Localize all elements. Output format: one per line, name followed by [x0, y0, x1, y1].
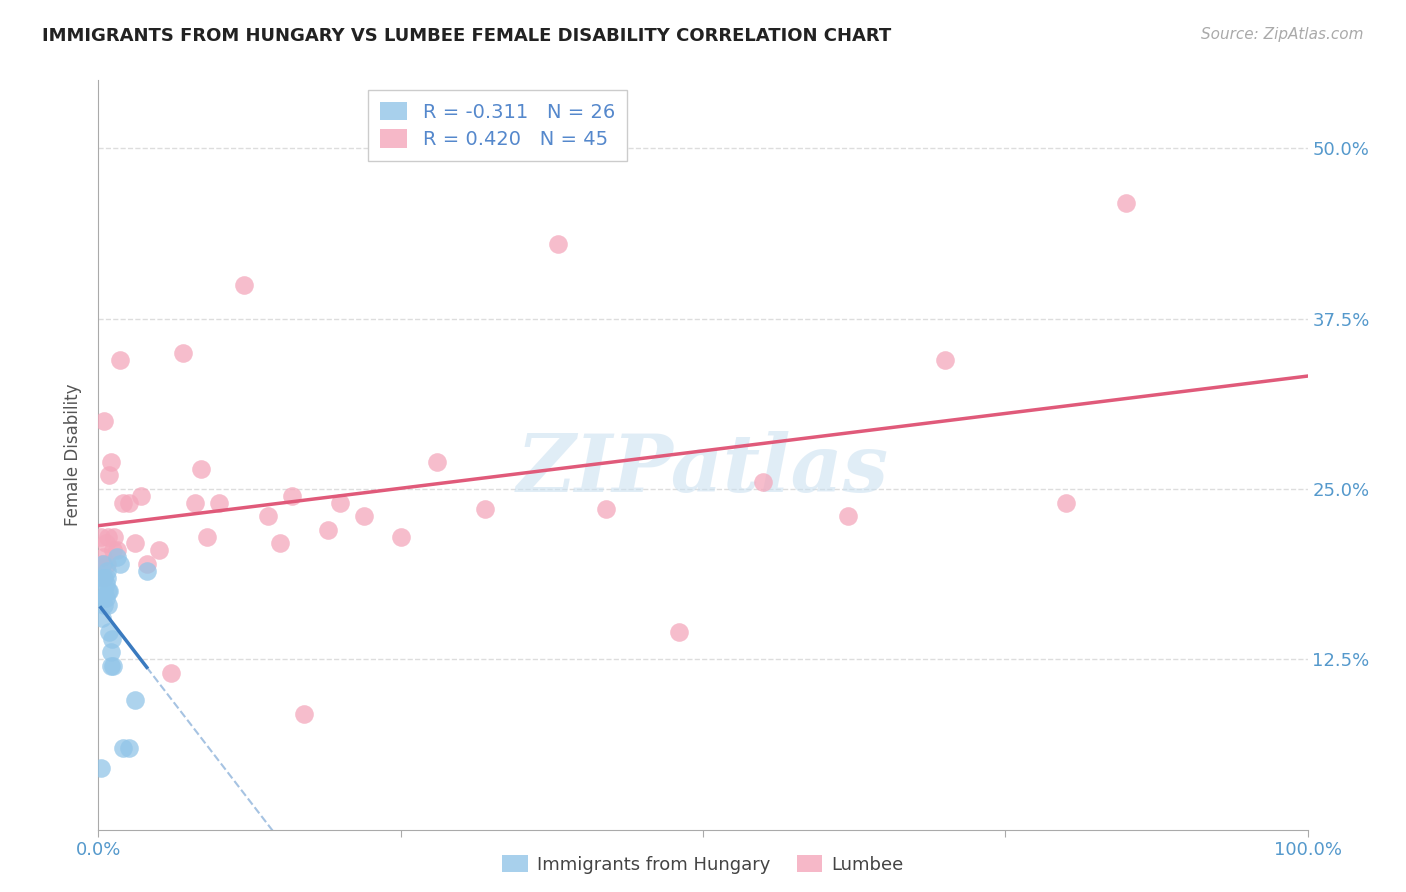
Point [96, 570, 118, 584]
Point [353, 509, 375, 524]
Point [93, 598, 115, 612]
Point [208, 495, 231, 509]
Point [90, 761, 112, 775]
Point [105, 543, 128, 558]
Point [292, 706, 315, 721]
Point [426, 455, 449, 469]
Point [474, 502, 496, 516]
Point [118, 495, 141, 509]
Point [389, 530, 412, 544]
Legend: R = -0.311   N = 26, R = 0.420   N = 45: R = -0.311 N = 26, R = 0.420 N = 45 [368, 90, 627, 161]
Point [190, 461, 212, 475]
Point [93, 570, 115, 584]
Point [91, 611, 114, 625]
Point [101, 659, 124, 673]
Point [98, 625, 121, 640]
Point [91, 550, 114, 565]
Point [269, 536, 291, 550]
Text: ZIPatlas: ZIPatlas [517, 431, 889, 508]
Point [91, 557, 114, 571]
Point [108, 557, 131, 571]
Y-axis label: Female Disability: Female Disability [65, 384, 83, 526]
Point [135, 564, 157, 578]
Point [98, 468, 121, 483]
Point [129, 489, 152, 503]
Point [124, 536, 146, 550]
Legend: Immigrants from Hungary, Lumbee: Immigrants from Hungary, Lumbee [494, 847, 912, 883]
Text: Source: ZipAtlas.com: Source: ZipAtlas.com [1201, 27, 1364, 42]
Point [837, 509, 859, 524]
Point [195, 530, 218, 544]
Point [752, 475, 775, 490]
Point [93, 584, 115, 599]
Point [118, 740, 141, 755]
Point [100, 455, 122, 469]
Point [135, 557, 157, 571]
Point [94, 536, 117, 550]
Point [547, 236, 569, 251]
Point [91, 557, 114, 571]
Point [172, 345, 194, 359]
Point [96, 557, 118, 571]
Point [281, 489, 304, 503]
Point [97, 530, 120, 544]
Point [91, 570, 114, 584]
Point [108, 352, 131, 367]
Point [93, 414, 115, 428]
Point [105, 550, 128, 565]
Point [232, 277, 254, 292]
Point [96, 564, 118, 578]
Text: IMMIGRANTS FROM HUNGARY VS LUMBEE FEMALE DISABILITY CORRELATION CHART: IMMIGRANTS FROM HUNGARY VS LUMBEE FEMALE… [42, 27, 891, 45]
Point [100, 645, 122, 659]
Point [91, 591, 114, 605]
Point [329, 495, 352, 509]
Point [184, 495, 207, 509]
Point [101, 543, 124, 558]
Point [256, 509, 278, 524]
Point [100, 659, 122, 673]
Point [934, 352, 956, 367]
Point [668, 625, 690, 640]
Point [595, 502, 617, 516]
Point [160, 665, 183, 680]
Point [97, 598, 120, 612]
Point [100, 632, 122, 646]
Point [316, 523, 339, 537]
Point [90, 530, 112, 544]
Point [111, 495, 134, 509]
Point [1115, 195, 1137, 210]
Point [94, 577, 117, 591]
Point [1054, 495, 1077, 509]
Point [124, 693, 146, 707]
Point [111, 740, 134, 755]
Point [148, 543, 170, 558]
Point [94, 591, 117, 605]
Point [93, 570, 115, 584]
Point [98, 584, 121, 599]
Point [97, 584, 120, 599]
Point [103, 530, 125, 544]
